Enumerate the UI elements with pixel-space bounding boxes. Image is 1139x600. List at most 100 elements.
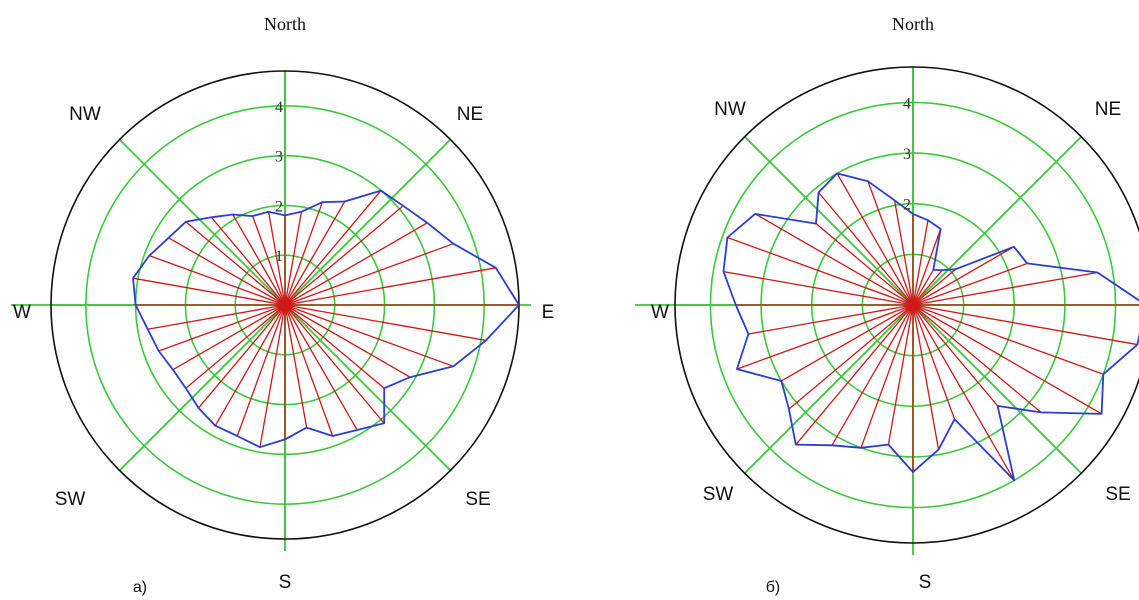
data-ray [781, 304, 914, 382]
direction-label-nw: NW [714, 99, 746, 120]
wind-rose-chart-b: 234NorthNEESESSWWNWб) [635, 14, 1139, 596]
data-ray [210, 216, 286, 306]
data-ray [912, 246, 1015, 306]
data-ray [912, 268, 957, 306]
direction-label-sw: SW [55, 489, 86, 510]
direction-label-ne: NE [1095, 99, 1121, 120]
data-ray [912, 269, 943, 306]
data-ray [284, 304, 487, 342]
data-ray [284, 304, 385, 424]
data-ray [912, 304, 956, 420]
panel-label: б) [766, 579, 781, 596]
data-ray [232, 214, 286, 306]
data-ray [236, 304, 286, 437]
grid-spoke [912, 304, 1082, 474]
direction-label-ne: NE [457, 104, 483, 125]
radial-tick-label: 1 [275, 248, 283, 265]
data-ray [198, 304, 286, 409]
data-ray [259, 304, 286, 448]
data-ray [795, 304, 914, 446]
data-ray [754, 213, 914, 306]
data-ray [172, 304, 286, 371]
data-ray [867, 181, 914, 306]
radial-tick-label: 2 [275, 198, 283, 215]
data-ray [284, 304, 411, 378]
radial-tick-label: 3 [903, 146, 911, 163]
grid-spoke [284, 304, 452, 472]
grid-spoke [744, 304, 914, 474]
data-ray [912, 262, 1028, 306]
data-ray [284, 205, 404, 306]
grid-spoke [118, 138, 286, 306]
data-ray [214, 304, 286, 427]
data-ray [912, 304, 1138, 346]
data-ray [149, 255, 286, 306]
grid-spoke [744, 136, 914, 306]
data-ray [284, 304, 385, 389]
data-ray [887, 304, 914, 445]
data-ray [912, 271, 1098, 306]
data-ray [723, 270, 914, 306]
data-outline [722, 172, 1139, 482]
data-ray [185, 304, 286, 389]
wind-rose-chart-a: 1 2 3 4 North NE E SE S SW W NW a) [11, 14, 554, 596]
data-ray [912, 220, 929, 306]
data-ray [284, 267, 496, 306]
data-ray [893, 200, 914, 306]
data-ray [788, 304, 914, 410]
data-ray [284, 222, 428, 306]
data-ray [158, 304, 286, 352]
radial-tick-label: 3 [275, 149, 283, 166]
data-ray [185, 221, 286, 306]
direction-label-se: SE [1105, 484, 1130, 505]
direction-label-e: E [542, 302, 555, 323]
data-ray [727, 236, 914, 306]
data-ray [284, 304, 358, 431]
data-ray [912, 304, 1102, 415]
grid-spoke [284, 138, 452, 306]
data-ray [912, 304, 1015, 481]
data-ray [912, 304, 1042, 413]
panel-label: a) [133, 579, 147, 596]
outer-frame [674, 66, 1139, 544]
data-ray [836, 173, 914, 306]
data-ray [284, 201, 346, 306]
center-hub [279, 299, 291, 311]
data-ray [147, 304, 286, 330]
data-ray [831, 304, 914, 446]
data-ray [132, 277, 286, 306]
data-ray [267, 211, 286, 306]
data-ray [912, 228, 942, 306]
data-ray [284, 243, 454, 306]
data-ray [912, 304, 999, 407]
radial-tick-label: 4 [275, 99, 283, 116]
radial-tick-label: 4 [903, 95, 911, 112]
direction-label-n: North [892, 14, 934, 34]
direction-label-nw: NW [69, 104, 101, 125]
data-ray [860, 304, 914, 448]
data-ray [818, 192, 914, 306]
data-ray [912, 304, 940, 450]
direction-label-sw: SW [703, 484, 734, 505]
data-ray [168, 237, 286, 306]
data-outline [132, 189, 520, 449]
data-ray [284, 190, 382, 306]
data-ray [284, 211, 303, 306]
radial-tick-label: 2 [903, 197, 911, 214]
data-ray [284, 201, 324, 306]
direction-label-w: W [651, 302, 669, 323]
direction-label-w: W [13, 302, 31, 323]
direction-label-se: SE [465, 489, 490, 510]
grid-spoke [118, 304, 286, 472]
data-ray [748, 304, 914, 335]
data-ray [912, 304, 1104, 375]
data-ray [284, 304, 454, 367]
data-ray [284, 304, 308, 428]
data-ray [252, 215, 286, 306]
direction-label-s: S [279, 572, 292, 593]
data-ray [736, 304, 914, 370]
direction-label-n: North [264, 14, 306, 34]
data-ray [284, 304, 334, 437]
grid-spoke [912, 136, 1082, 306]
